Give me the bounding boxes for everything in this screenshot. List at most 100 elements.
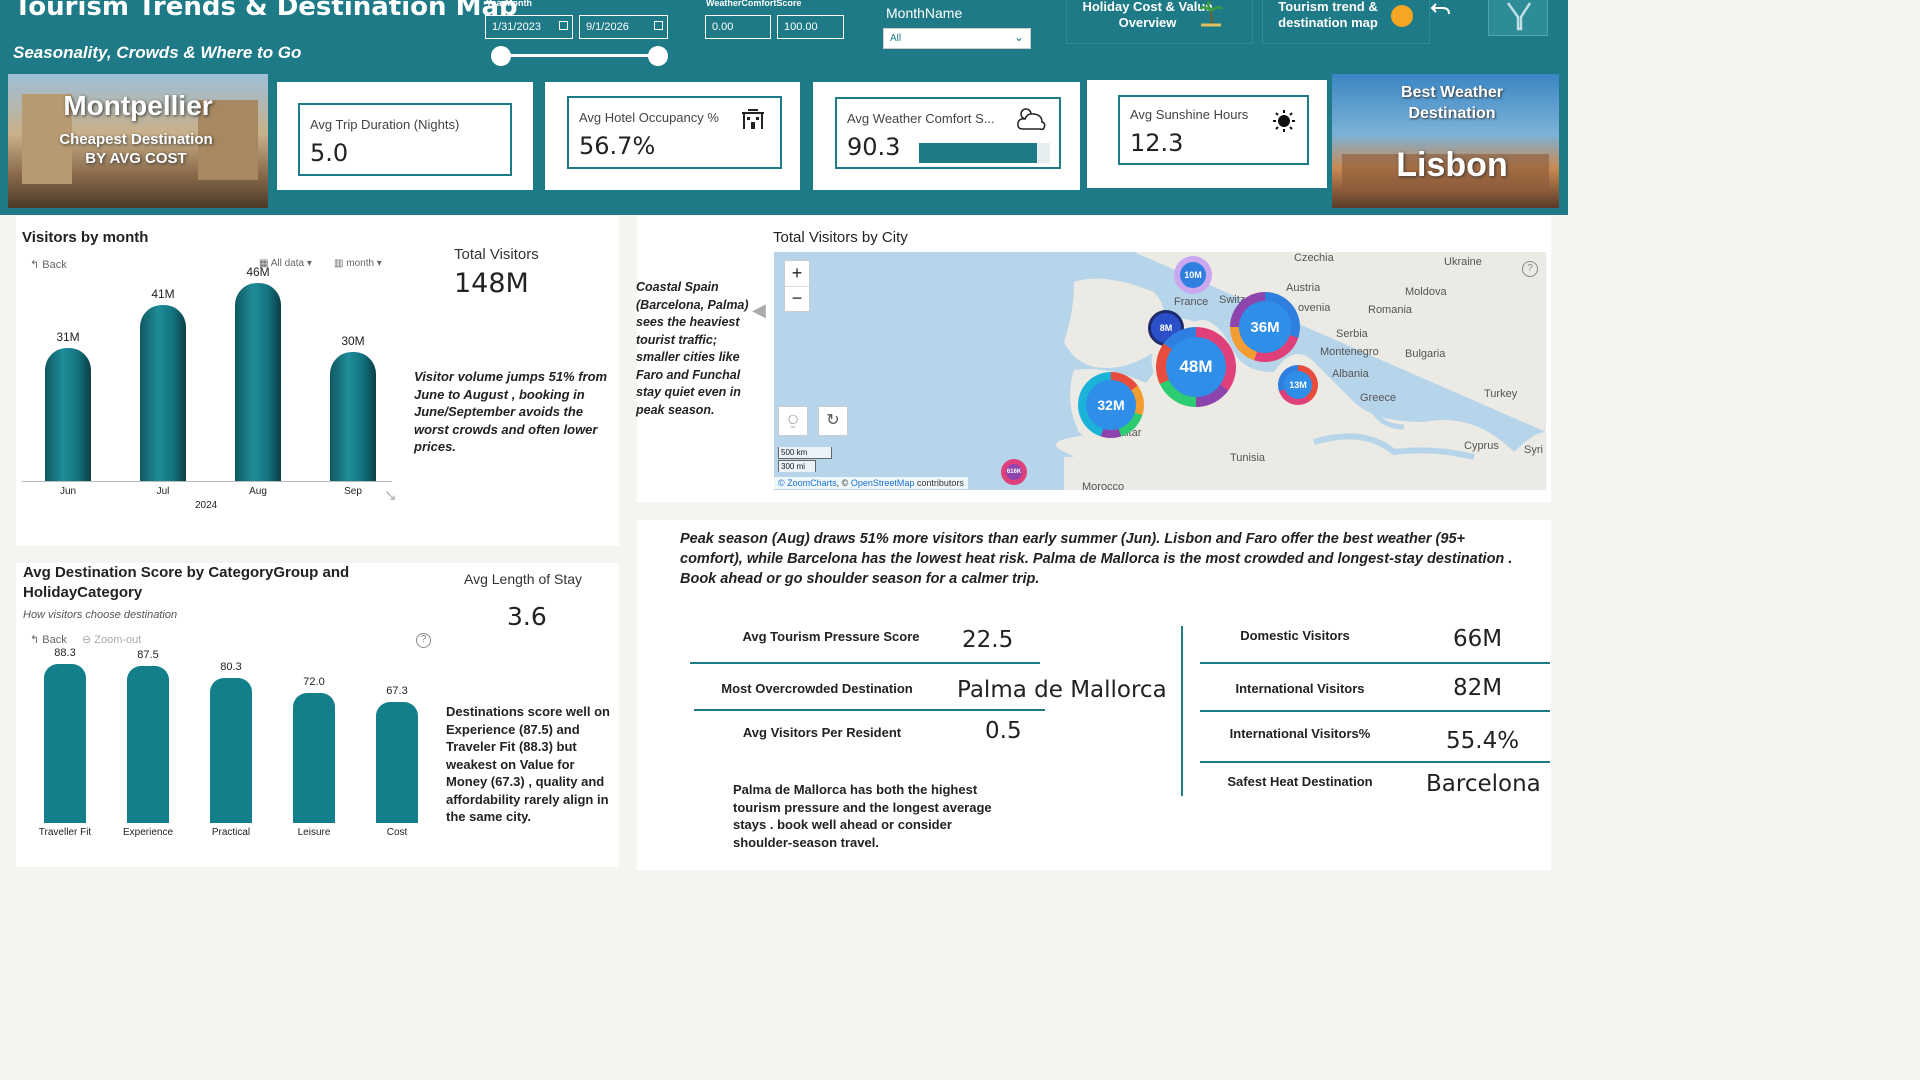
map-place-label: Ukraine: [1444, 256, 1482, 268]
month-granularity-dropdown[interactable]: ▥ month ▾: [334, 258, 382, 269]
attribution-separator: , ©: [836, 478, 849, 488]
city-bubble[interactable]: 616K: [1001, 459, 1027, 485]
drill-arrow-icon[interactable]: ➘: [384, 488, 398, 505]
zoom-out-button[interactable]: −: [791, 288, 803, 308]
zoom-control: + −: [784, 260, 810, 312]
holiday-cost-nav-button[interactable]: Holiday Cost & Value Overview: [1066, 0, 1253, 44]
scale-km: 500 km: [778, 447, 832, 459]
filter-button[interactable]: [1488, 0, 1548, 36]
building-image: [22, 94, 72, 184]
kpi-trip-duration-box: Avg Trip Duration (Nights) 5.0: [298, 103, 512, 176]
back-button[interactable]: ↰ Back: [30, 633, 67, 646]
bar-value-label: 41M: [151, 286, 175, 301]
summary-text: Peak season (Aug) draws 51% more visitor…: [680, 531, 1513, 587]
bar-aug[interactable]: [235, 283, 281, 481]
bar-jul[interactable]: [140, 304, 186, 481]
divider: [1200, 761, 1550, 763]
per-resident-label: Avg Visitors Per Resident: [742, 725, 902, 740]
map-place-label: Romania: [1368, 304, 1413, 316]
bar-leisure[interactable]: [293, 693, 335, 823]
weather-comfort-bar-fill: [919, 143, 1038, 163]
osm-link[interactable]: OpenStreetMap: [850, 478, 915, 488]
city-bubble-label: 32M: [1086, 380, 1136, 430]
undo-icon[interactable]: [1430, 0, 1452, 20]
summary-note: Palma de Mallorca has both the highest t…: [733, 782, 992, 850]
bar-sep[interactable]: [330, 352, 376, 481]
map-place-label: Albania: [1332, 368, 1369, 380]
kpi-weather-comfort-card: Avg Weather Comfort S... 90.3: [813, 82, 1080, 190]
pointer-arrow-icon: ◀: [752, 300, 766, 320]
divider: [690, 662, 1040, 664]
map-place-label: France: [1174, 296, 1209, 308]
yearmonth-end-input[interactable]: 9/1/2026: [579, 15, 668, 39]
back-button[interactable]: ↰ Back: [30, 258, 67, 271]
city-bubble[interactable]: 10M: [1174, 256, 1212, 294]
cheapest-destination-card: Montpellier Cheapest Destination BY AVG …: [8, 74, 268, 208]
bar-value-label: 72.0: [303, 676, 325, 689]
yearmonth-slider-end-handle[interactable]: [648, 46, 668, 66]
calendar-icon[interactable]: [654, 21, 663, 30]
all-data-dropdown[interactable]: ▦ All data ▾: [259, 258, 312, 269]
city-skyline-image: [1342, 154, 1549, 194]
trend-map-nav-button[interactable]: Tourism trend & destination map: [1262, 0, 1430, 44]
kpi-trip-duration-card: Avg Trip Duration (Nights) 5.0: [277, 82, 533, 190]
help-icon[interactable]: ?: [1522, 261, 1538, 277]
cheapest-city: Montpellier: [63, 90, 213, 121]
bar-practical[interactable]: [210, 678, 252, 823]
reset-button[interactable]: ↻: [818, 406, 848, 436]
attribution-text: contributors: [916, 478, 964, 488]
weather-comfort-bar-track: [919, 143, 1050, 163]
kpi-sunshine-box: Avg Sunshine Hours 12.3: [1118, 95, 1309, 165]
building-image: [198, 100, 258, 180]
dest-score-chart: 88.3 Traveller Fit 87.5 Experience 80.3 Pract…: [22, 647, 432, 845]
yearmonth-start-input[interactable]: 1/31/2023: [485, 15, 573, 39]
city-bubble[interactable]: 13M: [1278, 365, 1318, 405]
yearmonth-slider-track[interactable]: [500, 54, 658, 57]
yearmonth-slicer-label: YearMonth: [486, 0, 533, 8]
city-bubble[interactable]: 48M: [1156, 327, 1236, 407]
zoom-in-button[interactable]: +: [785, 261, 809, 287]
month-slicer-label: MonthName: [886, 5, 963, 21]
city-bubble-label: 616K: [1006, 464, 1022, 480]
bar-jun[interactable]: [45, 347, 91, 481]
month-granularity-label: month: [346, 258, 375, 269]
visitors-by-month-chart: 31M Jun 41M Jul 46M Aug 30M Sep: [16, 265, 406, 520]
x-tick-label: Sep: [344, 486, 362, 497]
month-dropdown[interactable]: All ⌄: [883, 28, 1031, 49]
city-bubble-label: 10M: [1180, 262, 1206, 288]
zoom-out-label: Zoom-out: [94, 634, 142, 646]
bar-traveller-fit[interactable]: [44, 664, 86, 823]
yearmonth-slider-start-handle[interactable]: [491, 46, 511, 66]
heat-value: Barcelona: [1426, 771, 1541, 797]
kpi-hotel-occupancy-card: Avg Hotel Occupancy % 56.7%: [545, 82, 800, 190]
help-icon[interactable]: ?: [416, 633, 431, 648]
zoom-out-button[interactable]: ⊖ Zoom-out: [82, 633, 141, 646]
calendar-icon[interactable]: [559, 21, 568, 30]
city-bubble[interactable]: 32M: [1078, 372, 1144, 438]
hotel-icon: [742, 109, 764, 129]
city-bubble-label: 36M: [1239, 301, 1291, 353]
caret-down-icon: ▾: [374, 258, 382, 269]
city-bubble[interactable]: 36M: [1230, 292, 1300, 362]
map-canvas[interactable]: Czechia Ukraine Austria France Switz Mol…: [774, 252, 1546, 490]
weather-min-input[interactable]: 0.00: [705, 15, 771, 39]
map-place-label: Tunisia: [1230, 452, 1266, 464]
palm-tree-icon: [1199, 1, 1223, 27]
sun-outline-icon: [1273, 110, 1295, 132]
x-tick-label: Leisure: [297, 827, 331, 838]
x-tick-label: Traveller Fit: [38, 827, 92, 838]
zoomcharts-link[interactable]: © ZoomCharts: [778, 478, 837, 488]
bar-experience[interactable]: [127, 665, 169, 823]
city-bubble-label: 48M: [1166, 337, 1226, 397]
bar-value-label: 46M: [246, 265, 270, 280]
per-resident-value: 0.5: [985, 718, 1022, 744]
visitors-by-month-title: Visitors by month: [22, 229, 149, 246]
heat-label: Safest Heat Destination: [1227, 774, 1373, 789]
page-title: Tourism Trends & Destination Map: [14, 0, 518, 22]
kpi-trip-duration-label: Avg Trip Duration (Nights): [310, 117, 460, 132]
lasso-button[interactable]: ⍜: [778, 406, 808, 436]
length-of-stay-value: 3.6: [507, 602, 547, 631]
x-tick-label: Aug: [249, 486, 267, 497]
weather-max-input[interactable]: 100.00: [777, 15, 844, 39]
bar-cost[interactable]: [376, 701, 418, 823]
